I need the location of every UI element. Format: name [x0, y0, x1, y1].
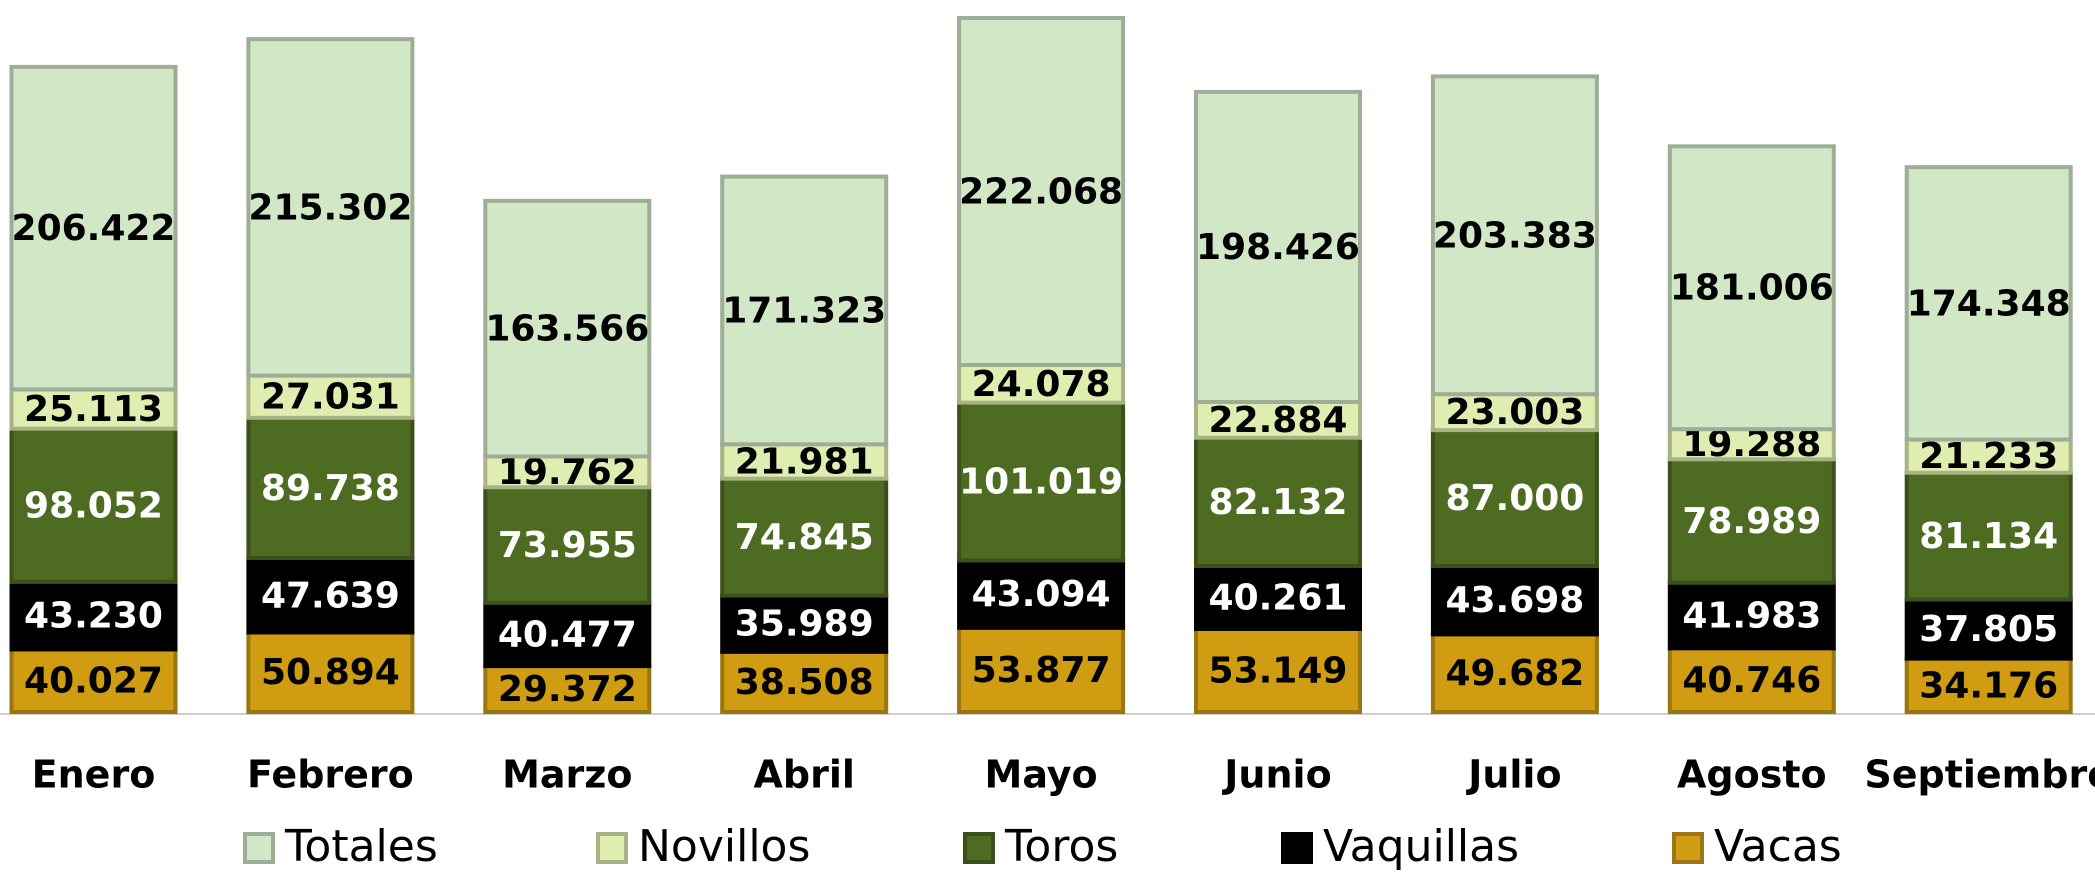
value-label: 53.877	[972, 650, 1111, 691]
legend-label: Toros	[1004, 821, 1118, 872]
bar-segment	[1194, 435, 1362, 569]
bar-segment	[9, 387, 178, 431]
value-label: 27.031	[261, 377, 400, 418]
x-tick-label: Enero	[32, 753, 156, 797]
value-label: 35.989	[735, 604, 874, 645]
value-label: 87.000	[1445, 478, 1584, 519]
value-label: 43.698	[1445, 580, 1584, 621]
legend-label: Totales	[284, 821, 438, 872]
value-label: 174.348	[1907, 283, 2071, 324]
legend-swatch	[1281, 832, 1313, 864]
bar-segment	[1904, 165, 2073, 442]
bar-segment	[1667, 646, 1836, 714]
x-tick-label: Abril	[753, 753, 854, 797]
value-label: 25.113	[24, 389, 163, 430]
value-label: 82.132	[1209, 482, 1348, 523]
value-label: 47.639	[261, 575, 400, 616]
value-label: 73.955	[498, 525, 637, 566]
value-label: 81.134	[1919, 516, 2058, 557]
value-label: 53.149	[1209, 650, 1348, 691]
bar-segment	[720, 442, 889, 481]
bar-segment	[1430, 74, 1599, 397]
bar-segment	[1904, 470, 2073, 602]
bar-segment	[483, 664, 652, 714]
value-label: 171.323	[722, 290, 886, 331]
value-label: 34.176	[1919, 665, 2058, 706]
bar-segment	[1667, 427, 1836, 462]
value-label: 43.230	[24, 596, 163, 637]
legend-label: Vacas	[1714, 821, 1842, 872]
value-label: 215.302	[248, 187, 412, 228]
value-label: 74.845	[735, 517, 874, 558]
value-label: 89.738	[261, 468, 400, 509]
value-label: 40.261	[1209, 577, 1348, 618]
bar-segment	[720, 174, 889, 447]
bar-segment	[1904, 597, 2073, 661]
x-tick-label: Marzo	[502, 753, 632, 797]
value-label: 37.805	[1919, 609, 2058, 650]
bar-segment	[1194, 626, 1362, 714]
value-label: 198.426	[1196, 227, 1360, 268]
value-label: 23.003	[1445, 392, 1584, 433]
bar-segment	[1667, 580, 1836, 651]
value-label: 40.027	[24, 661, 163, 702]
x-tick-label: Agosto	[1677, 753, 1827, 797]
legend-swatch	[1672, 832, 1704, 864]
bar-segment	[246, 556, 415, 635]
bar-segment	[9, 647, 178, 714]
bar-segment	[483, 600, 652, 669]
bar-segment	[1194, 89, 1362, 404]
legend-swatch	[963, 832, 995, 864]
bar-segment	[246, 373, 415, 420]
legend-label: Vaquillas	[1323, 821, 1519, 872]
bar-segment	[1194, 564, 1362, 631]
value-label: 38.508	[735, 662, 874, 703]
bar-segment	[720, 649, 889, 715]
x-tick-label: Septiembre	[1864, 753, 2095, 797]
bar-segment	[483, 198, 652, 459]
value-label: 43.094	[972, 574, 1111, 615]
value-label: 98.052	[24, 485, 163, 526]
bar-segment	[483, 485, 652, 605]
value-label: 181.006	[1670, 268, 1834, 309]
value-label: 41.983	[1682, 596, 1821, 637]
value-label: 222.068	[959, 172, 1123, 213]
bar-segment	[9, 579, 178, 652]
value-label: 40.746	[1682, 660, 1821, 701]
bar-segment	[957, 16, 1126, 367]
value-label: 206.422	[12, 208, 176, 249]
bar-segment	[246, 37, 415, 378]
x-tick-label: Mayo	[985, 753, 1098, 797]
value-label: 49.682	[1445, 653, 1584, 694]
value-label: 22.884	[1209, 400, 1348, 441]
value-label: 203.383	[1433, 215, 1597, 256]
value-label: 21.233	[1919, 436, 2058, 477]
bar-segment	[957, 558, 1126, 630]
value-label: 163.566	[485, 309, 649, 350]
bar-segment	[720, 476, 889, 598]
value-label: 101.019	[959, 462, 1123, 503]
value-label: 21.981	[735, 441, 874, 482]
value-label: 78.989	[1682, 501, 1821, 542]
legend-label: Novillos	[638, 821, 810, 872]
legend-swatch	[596, 832, 628, 864]
bar-segment	[1430, 428, 1599, 569]
x-tick-label: Junio	[1221, 753, 1331, 797]
bar-segment	[9, 64, 178, 392]
value-label: 40.477	[498, 614, 637, 655]
bar-segment	[1430, 392, 1599, 433]
x-tick-label: Julio	[1465, 753, 1561, 797]
value-label: 50.894	[261, 652, 400, 693]
value-label: 24.078	[972, 364, 1111, 405]
legend-swatch	[243, 832, 275, 864]
bar-segment	[246, 630, 415, 714]
x-tick-label: Febrero	[247, 753, 414, 797]
bar-segment	[957, 625, 1126, 714]
bar-segment	[246, 415, 415, 561]
value-label: 19.762	[498, 452, 637, 493]
bar-segment	[1667, 144, 1836, 432]
value-label: 29.372	[498, 669, 637, 710]
